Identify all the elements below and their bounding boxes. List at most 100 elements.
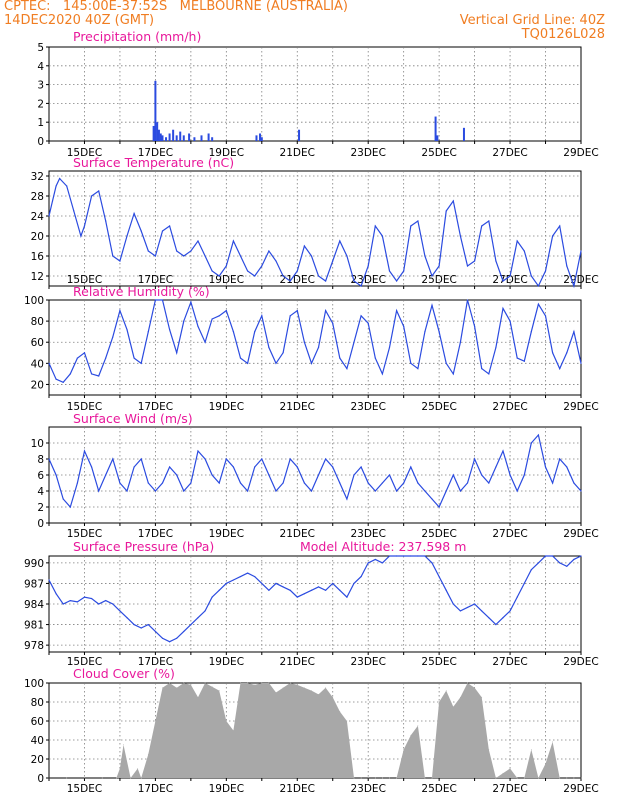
cloud-point xyxy=(48,777,50,779)
temp-point xyxy=(431,275,433,277)
cloud-point xyxy=(84,777,85,779)
pres-point xyxy=(310,589,313,591)
cloud-point xyxy=(573,777,575,779)
pres-point xyxy=(424,555,426,557)
precip-bar xyxy=(255,135,258,141)
wind-point xyxy=(98,490,100,492)
pres-point xyxy=(90,597,93,600)
wind-xtick-label: 21DEC xyxy=(280,528,315,540)
cloud-point xyxy=(332,696,334,698)
rh-ytick-label: 40 xyxy=(31,358,44,370)
cloud-point xyxy=(460,696,461,698)
temp-point xyxy=(147,250,149,252)
temp-point xyxy=(197,240,199,242)
pres-point xyxy=(261,582,263,585)
temp-point xyxy=(80,235,82,237)
wind-point xyxy=(282,482,284,484)
wind-point xyxy=(360,466,362,468)
wind-point xyxy=(374,490,376,492)
wind-point xyxy=(126,490,128,492)
wind-point xyxy=(268,474,270,476)
wind-point xyxy=(573,482,575,484)
temp-ytick-label: 24 xyxy=(31,211,45,223)
rh-ytick-label: 100 xyxy=(24,295,44,307)
pres-point xyxy=(537,562,540,564)
wind-ytick-label: 2 xyxy=(37,502,44,514)
cloud-point xyxy=(240,682,241,684)
wind-point xyxy=(310,490,313,492)
cloud-point xyxy=(140,777,142,779)
temp-point xyxy=(105,220,107,222)
cloud-point xyxy=(303,687,305,689)
rh-point xyxy=(204,341,206,343)
precip-bar xyxy=(172,129,175,141)
wind-point xyxy=(367,482,369,484)
temp-point xyxy=(112,255,114,257)
rh-point xyxy=(403,325,405,327)
precip-bar xyxy=(200,135,203,141)
precip-bar xyxy=(462,127,465,141)
wind-point xyxy=(580,490,582,492)
pres-point xyxy=(154,630,156,633)
cloud-point xyxy=(545,763,546,765)
cloud-xtick-label: 29DEC xyxy=(563,783,598,795)
pres-point xyxy=(225,582,227,585)
date-header: 14DEC2020 40Z (GMT) xyxy=(4,13,155,28)
precip-bar xyxy=(156,122,159,141)
rh-xtick-label: 25DEC xyxy=(421,401,456,413)
rh-xtick-label: 21DEC xyxy=(280,401,315,413)
rh-point xyxy=(190,301,192,303)
pres-xtick-label: 29DEC xyxy=(563,656,598,668)
precip-ytick-label: 1 xyxy=(37,117,44,129)
cloud-xtick-label: 23DEC xyxy=(350,783,385,795)
wind-ytick-label: 8 xyxy=(37,454,44,466)
wind-point xyxy=(502,450,504,452)
temp-point xyxy=(488,220,490,222)
pres-ytick-label: 984 xyxy=(24,599,44,611)
rh-point xyxy=(509,320,511,322)
cloud-ytick-label: 0 xyxy=(37,773,44,785)
rh-point xyxy=(388,346,391,349)
pres-point xyxy=(317,586,320,588)
rh-point xyxy=(381,373,383,375)
cloud-point xyxy=(580,777,582,779)
cloud-point xyxy=(119,768,121,769)
wind-point xyxy=(296,466,298,468)
cloud-point xyxy=(66,777,68,779)
pres-ytick-label: 981 xyxy=(24,620,44,632)
pres-title: Surface Pressure (hPa) xyxy=(73,539,214,554)
precip-xtick-label: 21DEC xyxy=(280,147,315,159)
rh-point xyxy=(481,368,483,370)
cloud-ytick-label: 100 xyxy=(24,678,44,690)
rh-point xyxy=(62,381,64,383)
pres-point xyxy=(211,596,213,598)
pres-ytick-label: 978 xyxy=(24,640,44,652)
cloud-point xyxy=(218,690,220,691)
wind-point xyxy=(90,466,93,468)
cloud-xtick-label: 15DEC xyxy=(67,783,102,795)
cloud-point xyxy=(353,777,355,779)
temp-point xyxy=(445,210,447,212)
precip-xtick-label: 19DEC xyxy=(209,147,244,159)
pres-point xyxy=(147,623,149,626)
temp-point xyxy=(466,265,469,267)
rh-point xyxy=(254,331,256,333)
precip-bar xyxy=(298,129,301,141)
wind-point xyxy=(488,482,490,484)
temp-point xyxy=(51,200,54,202)
cloud-point xyxy=(523,777,525,779)
temp-point xyxy=(353,280,355,282)
pres-xtick-label: 27DEC xyxy=(492,656,527,668)
cloud-point xyxy=(381,777,383,779)
pres-point xyxy=(523,582,525,585)
pres-point xyxy=(133,623,135,626)
cloud-point xyxy=(204,682,206,684)
cloud-xtick-label: 19DEC xyxy=(209,783,244,795)
wind-point xyxy=(566,466,568,468)
temp-point xyxy=(325,280,327,282)
wind-point xyxy=(332,466,334,468)
rh-point xyxy=(154,299,156,301)
wind-point xyxy=(83,450,86,452)
temp-xtick-label: 17DEC xyxy=(138,274,173,286)
temp-point xyxy=(261,265,263,267)
